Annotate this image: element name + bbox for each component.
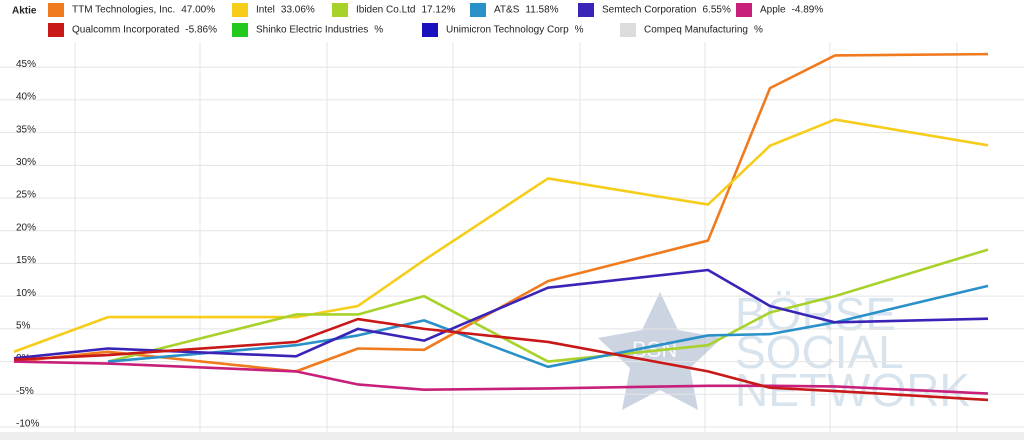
legend-label: Shinko Electric Industries <box>256 25 368 36</box>
legend-value: % <box>575 25 584 36</box>
legend-swatch <box>620 23 636 37</box>
legend-label: Unimicron Technology Corp <box>446 25 569 36</box>
series-line <box>13 268 989 360</box>
legend-value: 33.06% <box>281 5 315 16</box>
legend-swatch <box>232 3 248 17</box>
y-tick-label: -10% <box>16 419 39 430</box>
y-tick-label: 20% <box>16 222 36 233</box>
x-grid <box>74 42 958 432</box>
legend-swatch <box>578 3 594 17</box>
y-tick-label: 15% <box>16 255 36 266</box>
legend-value: 6.55% <box>703 5 731 16</box>
legend-value: 17.12% <box>422 5 456 16</box>
series-line <box>107 248 989 363</box>
legend-label: TTM Technologies, Inc. <box>72 5 175 16</box>
series-line <box>13 317 989 402</box>
series-line <box>13 118 989 353</box>
y-tick-label: 10% <box>16 288 36 299</box>
legend-swatch <box>470 3 486 17</box>
legend-label: Apple <box>760 5 786 16</box>
legend-label: Ibiden Co.Ltd <box>356 5 416 16</box>
y-tick-label: 25% <box>16 190 36 201</box>
legend-value: 47.00% <box>181 5 215 16</box>
y-tick-label: -5% <box>16 386 34 397</box>
legend-value: -5.86% <box>185 25 217 36</box>
legend-label: Intel <box>256 5 275 16</box>
legend-value: -4.89% <box>792 5 824 16</box>
legend-title: Aktie <box>12 6 37 17</box>
legend-value: % <box>374 25 383 36</box>
y-tick-label: 45% <box>16 59 36 70</box>
legend-swatch <box>422 23 438 37</box>
legend-swatch <box>736 3 752 17</box>
legend-label: Semtech Corporation <box>602 5 697 16</box>
legend-swatch <box>232 23 248 37</box>
y-tick-label: 30% <box>16 157 36 168</box>
series-line <box>107 284 989 369</box>
watermark: BSN BÖRSE SOCIAL NETWORK <box>598 288 970 416</box>
y-tick-label: 35% <box>16 124 36 135</box>
series-line <box>13 360 989 395</box>
legend-value: % <box>754 25 763 36</box>
legend-label: Compeq Manufacturing <box>644 25 748 36</box>
scrollbar <box>0 432 1024 440</box>
legend-value: 11.58% <box>525 5 558 16</box>
y-tick-label: 40% <box>16 92 36 103</box>
y-tick-label: 5% <box>16 321 31 332</box>
legend-swatch <box>332 3 348 17</box>
legend-swatch <box>48 23 64 37</box>
legend-label: AT&S <box>494 5 520 16</box>
legend-label: Qualcomm Incorporated <box>72 25 179 36</box>
legend-swatch <box>48 3 64 17</box>
